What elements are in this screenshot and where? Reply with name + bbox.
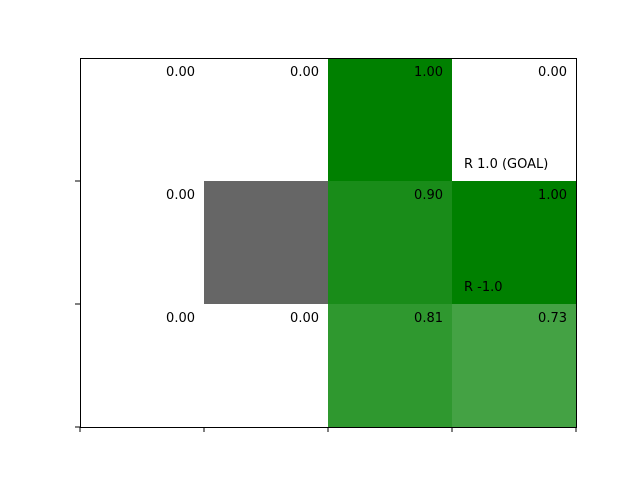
cell-value-label: 0.00 (538, 65, 567, 80)
cell-reward-label: R -1.0 (464, 280, 503, 295)
grid-cells (80, 58, 577, 428)
cell-value-label: 0.73 (538, 311, 567, 326)
cell-value-label: 0.90 (414, 188, 443, 203)
cell-value-label: 0.00 (166, 311, 195, 326)
cell-value-label: 1.00 (414, 65, 443, 80)
cell-value-label: 0.00 (166, 188, 195, 203)
grid-cell-r2-c1 (204, 304, 329, 428)
grid-cell-r2-c0 (80, 304, 205, 428)
cell-labels: 0.00 0.00 1.00 0.00 R 1.0 (GOAL) 0.00 0.90 1.00… (166, 65, 567, 326)
cell-reward-label: R 1.0 (GOAL) (464, 157, 548, 172)
wall-cell (204, 181, 329, 305)
grid-cell-r1-c2 (328, 181, 453, 305)
cell-value-label: 0.00 (290, 311, 319, 326)
grid-cell-r0-c3 (452, 58, 577, 182)
grid-cell-r0-c0 (80, 58, 205, 182)
grid-cell-r0-c1 (204, 58, 329, 182)
axis-ticks (75, 180, 577, 432)
grid-cell-r2-c3 (452, 304, 577, 428)
grid-cell-r1-c0 (80, 181, 205, 305)
cell-value-label: 0.00 (166, 65, 195, 80)
cell-value-label: 1.00 (538, 188, 567, 203)
grid-cell-r0-c2 (328, 58, 453, 182)
cell-value-label: 0.81 (414, 311, 443, 326)
cell-value-label: 0.00 (290, 65, 319, 80)
grid-cell-r1-c3 (452, 181, 577, 305)
grid-cell-r2-c2 (328, 304, 453, 428)
